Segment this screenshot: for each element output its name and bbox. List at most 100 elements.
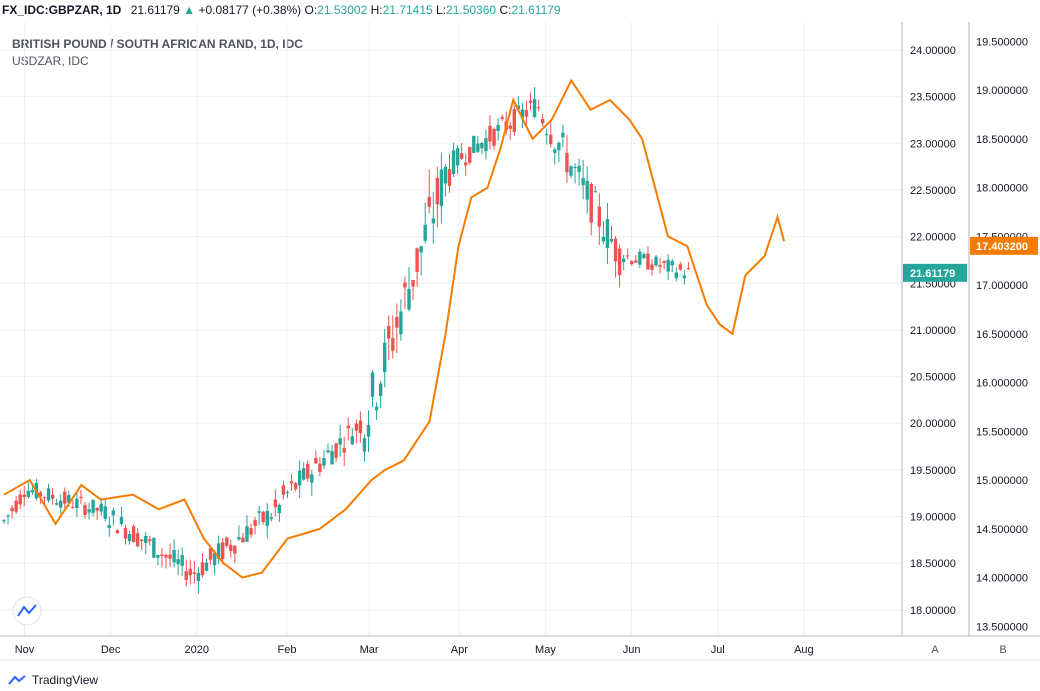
candle-body [549, 134, 553, 145]
candle-body [362, 438, 367, 452]
low-value: 21.50360 [446, 3, 497, 17]
chart-logo-icon [17, 604, 37, 617]
compare-line-series [3, 78, 785, 579]
candle-body [540, 119, 545, 124]
compare-axis-tick-label: 14.000000 [976, 573, 1028, 585]
candle-body [374, 406, 379, 411]
candle-body [322, 458, 326, 466]
usdzar-line [3, 78, 785, 579]
candle-body [528, 100, 533, 103]
candle-body [407, 289, 411, 310]
candle-body [383, 342, 387, 373]
candle-body [253, 519, 257, 527]
candle-body [184, 571, 188, 581]
candle-body [75, 498, 79, 509]
main-series-legend[interactable]: BRITISH POUND / SOUTH AFRICAN RAND, 1D, … [12, 37, 303, 51]
candle-body [670, 260, 674, 266]
candle-body [148, 539, 152, 542]
candle-body [6, 515, 10, 517]
candle-body [30, 489, 35, 493]
candle-body [22, 494, 26, 498]
candle-body [589, 183, 593, 223]
candle-body [557, 142, 561, 151]
candle-body [581, 178, 585, 186]
candle-body [338, 438, 342, 445]
candle-body [378, 383, 383, 397]
candle-body [569, 166, 573, 176]
candle-body [156, 554, 160, 558]
candle-body [14, 500, 18, 512]
compare-axis-tick-label: 19.000000 [976, 85, 1028, 97]
candle-body [626, 255, 630, 257]
candle-body [613, 238, 618, 262]
candle-body [447, 168, 452, 186]
candle-body [358, 420, 363, 434]
candle-body [597, 206, 602, 227]
candle-body [281, 485, 286, 495]
candle-body [168, 554, 172, 559]
candle-body [164, 555, 168, 558]
compare-scale-button[interactable]: B [999, 644, 1006, 656]
compare-series-legend[interactable]: USDZAR, IDC [12, 54, 89, 68]
x-axis-tick-label: Apr [451, 644, 468, 656]
compare-axis-tick-label: 16.000000 [976, 378, 1028, 390]
candle-body [545, 134, 549, 136]
candle-body [103, 506, 107, 519]
candle-body [196, 572, 201, 582]
right-axis-tick-label: 18.50000 [910, 558, 956, 570]
candle-body [435, 177, 440, 205]
candle-body [508, 125, 512, 129]
candle-body [233, 545, 237, 554]
right-axis-tick-label: 18.00000 [910, 605, 956, 617]
x-axis-tick-label: 2020 [185, 644, 209, 656]
candle-body [119, 516, 124, 525]
candle-body [188, 568, 192, 576]
candle-body [350, 436, 354, 445]
candle-body [601, 236, 606, 242]
candle-body [342, 448, 346, 453]
candlestick-series [2, 86, 691, 594]
candle-body [553, 149, 557, 153]
candle-body [520, 109, 525, 119]
candle-body [265, 510, 269, 527]
x-axis-tick-label: Jun [623, 644, 641, 656]
candle-body [297, 470, 302, 486]
auto-scale-button[interactable]: A [931, 644, 939, 656]
candle-body [455, 148, 460, 166]
candle-body [415, 248, 419, 273]
candle-body [346, 425, 350, 429]
candle-body [370, 372, 375, 397]
compare-price-tag [970, 236, 1038, 255]
candle-body [310, 474, 314, 483]
x-axis-tick-label: Aug [794, 644, 814, 656]
candle-body [237, 536, 241, 540]
candle-body [273, 499, 278, 508]
compare-price-tag-label: 17.403200 [976, 241, 1028, 253]
candle-body [200, 562, 205, 576]
close-value: 21.61179 [511, 3, 561, 17]
candle-body [443, 166, 448, 184]
candle-body [87, 509, 91, 513]
candle-body [431, 218, 435, 224]
candle-body [42, 497, 47, 499]
axes: 24.00000 23.50000 23.00000 22.50000 22.00000… [0, 22, 1040, 661]
candle-body [204, 562, 209, 571]
tradingview-logo-icon [8, 675, 26, 685]
high-value: 21.71415 [382, 3, 433, 17]
candle-body [212, 552, 217, 566]
candle-body [95, 507, 99, 511]
compare-axis-tick-label: 14.500000 [976, 524, 1028, 536]
symbol-label[interactable]: FX_IDC:GBPZAR, 1D [2, 3, 122, 17]
right-axis-tick-label: 23.00000 [910, 138, 956, 150]
candle-body [532, 99, 537, 118]
candle-body [630, 261, 634, 265]
candle-body [476, 143, 480, 152]
candle-body [561, 132, 565, 138]
tradingview-label: TradingView [32, 673, 99, 687]
candle-body [99, 503, 103, 512]
tradingview-brand[interactable]: TradingView [8, 673, 98, 687]
candle-body [468, 147, 472, 163]
candle-body [10, 507, 14, 512]
candle-body [492, 129, 496, 146]
